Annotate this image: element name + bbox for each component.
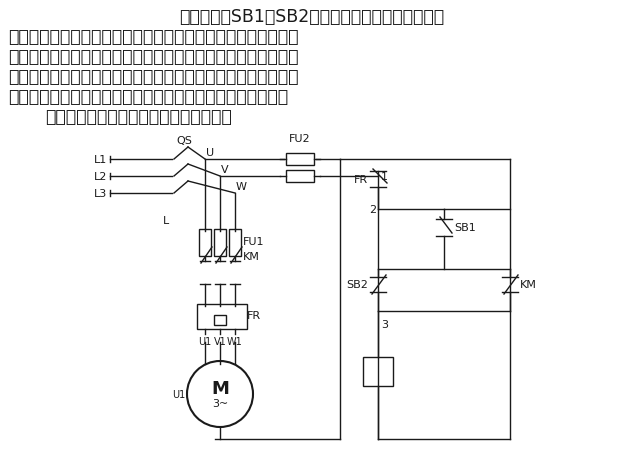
Text: 需对调一下按钮上的线头即可实现，极为简单、方便和实用。: 需对调一下按钮上的线头即可实现，极为简单、方便和实用。 <box>8 88 288 106</box>
Text: U1: U1 <box>172 389 185 399</box>
Text: 方便。而且实际接线时，不需增加任何器件，不作大的变动，只: 方便。而且实际接线时，不需增加任何器件，不作大的变动，只 <box>8 68 299 86</box>
Text: FU2: FU2 <box>289 134 311 144</box>
Circle shape <box>187 361 253 427</box>
Text: U: U <box>206 148 214 157</box>
Text: L2: L2 <box>94 172 107 182</box>
Bar <box>229 229 241 257</box>
Text: SB1: SB1 <box>454 222 476 233</box>
Bar <box>199 229 211 257</box>
Text: 采用，既可连续运转，正常加工使用，也可以点动，对刀时很是: 采用，既可连续运转，正常加工使用，也可以点动，对刀时很是 <box>8 48 299 66</box>
Text: W: W <box>236 182 247 192</box>
Text: V: V <box>221 165 229 175</box>
Text: 当于点动控制电路。这在许多场合有实际应用，如在牛头刨床上: 当于点动控制电路。这在许多场合有实际应用，如在牛头刨床上 <box>8 28 299 46</box>
Bar <box>363 357 393 386</box>
Bar <box>214 229 226 257</box>
Bar <box>286 171 314 182</box>
Text: L1: L1 <box>94 155 107 165</box>
Text: 1: 1 <box>381 172 388 182</box>
Text: 若同时按下SB1、SB2时，自锁触点不起作用，就相: 若同时按下SB1、SB2时，自锁触点不起作用，就相 <box>179 8 444 26</box>
Text: V1: V1 <box>214 336 226 346</box>
Text: W1: W1 <box>227 336 243 346</box>
Bar <box>214 315 226 325</box>
Text: 电动机单向起动或点动的控制电路，见图: 电动机单向起动或点动的控制电路，见图 <box>45 108 232 126</box>
Text: FU1: FU1 <box>243 237 264 247</box>
Text: 3: 3 <box>381 319 388 329</box>
Bar <box>197 304 247 329</box>
Text: L3: L3 <box>94 188 107 198</box>
Text: U1: U1 <box>198 336 212 346</box>
Text: FR: FR <box>354 175 368 185</box>
Text: L: L <box>163 216 169 226</box>
Text: KM: KM <box>520 279 537 289</box>
Text: KM: KM <box>243 252 260 262</box>
Text: 2: 2 <box>369 205 376 214</box>
Text: 3~: 3~ <box>212 398 228 408</box>
Bar <box>286 154 314 166</box>
Text: SB2: SB2 <box>346 279 368 289</box>
Text: M: M <box>211 379 229 397</box>
Text: FR: FR <box>247 310 261 320</box>
Text: QS: QS <box>176 136 192 146</box>
